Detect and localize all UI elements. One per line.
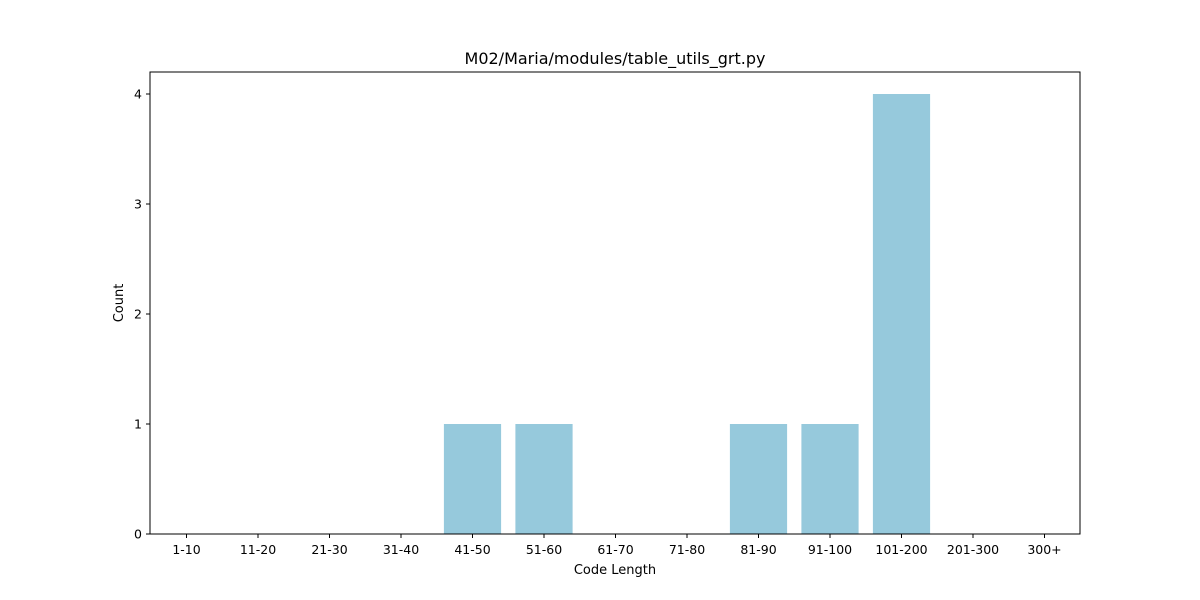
chart-title: M02/Maria/modules/table_utils_grt.py — [465, 49, 766, 69]
bar-81-90 — [729, 424, 788, 534]
x-tick-label: 201-300 — [947, 542, 999, 557]
y-axis-ticks: 0 1 2 3 4 — [134, 87, 150, 542]
x-tick-label: 31-40 — [383, 542, 419, 557]
y-tick-label: 0 — [134, 527, 142, 542]
bar-41-50 — [443, 424, 502, 534]
x-tick-label: 61-70 — [597, 542, 633, 557]
y-tick-label: 1 — [134, 417, 142, 432]
y-tick-label: 4 — [134, 87, 142, 102]
x-tick-label: 71-80 — [669, 542, 705, 557]
bars-group — [443, 94, 931, 534]
x-tick-label: 11-20 — [240, 542, 276, 557]
bar-91-100 — [801, 424, 859, 534]
x-tick-label: 21-30 — [311, 542, 347, 557]
x-tick-label: 300+ — [1027, 542, 1061, 557]
x-tick-label: 81-90 — [740, 542, 776, 557]
x-tick-label: 91-100 — [808, 542, 852, 557]
y-axis-label: Count — [112, 284, 127, 323]
x-axis-ticks: 1-10 11-20 21-30 31-40 41-50 51-60 61-70 71-80 8… — [172, 534, 1062, 557]
bar-101-200 — [872, 94, 931, 534]
y-tick-label: 2 — [134, 307, 142, 322]
x-tick-label: 101-200 — [875, 542, 927, 557]
x-axis-label: Code Length — [574, 563, 656, 578]
y-tick-label: 3 — [134, 197, 142, 212]
bar-51-60 — [515, 424, 573, 534]
plot-frame — [149, 71, 1081, 535]
x-tick-label: 41-50 — [454, 542, 490, 557]
x-tick-label: 1-10 — [172, 542, 200, 557]
x-tick-label: 51-60 — [526, 542, 562, 557]
